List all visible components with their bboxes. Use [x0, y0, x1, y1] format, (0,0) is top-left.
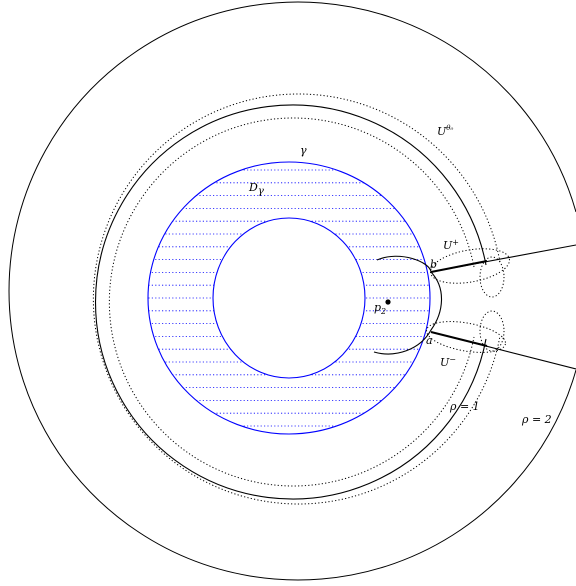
label-u-plus: U+	[443, 238, 459, 252]
lower-slit-thick	[430, 331, 488, 347]
label-gamma: γ	[300, 144, 307, 157]
u-minus-ellipse-horizontal	[426, 321, 506, 353]
gamma-curve	[147, 161, 431, 435]
label-rho2: ρ = 2	[521, 413, 552, 426]
label-a: a	[426, 334, 433, 347]
u-theta0-inner-dotted	[108, 117, 475, 487]
point-p2	[385, 299, 391, 305]
label-b: b	[430, 258, 437, 271]
loop-around-p2	[373, 255, 443, 355]
label-u-minus: U−	[440, 355, 456, 369]
u-plus-ellipse-horizontal	[430, 248, 510, 284]
label-p2: p2	[374, 301, 386, 316]
label-d-gamma: Dγ	[248, 181, 264, 197]
upper-slit-thick	[430, 260, 488, 273]
inner-boundary-circle	[212, 217, 366, 379]
rho1-curve	[94, 104, 487, 500]
label-rho1: ρ = 1	[449, 400, 480, 413]
d-gamma-hatching	[147, 169, 430, 427]
u-theta0-outer-dotted	[92, 93, 501, 505]
u-plus-ellipse-vertical	[479, 256, 505, 298]
label-u-theta0: Uθ₀	[437, 124, 453, 138]
outer-boundary-rho2	[8, 1, 576, 581]
u-minus-ellipse-vertical	[479, 310, 505, 352]
